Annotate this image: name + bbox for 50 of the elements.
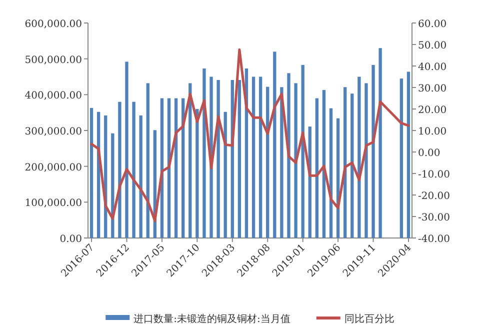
bar	[364, 83, 368, 238]
bar	[400, 78, 404, 238]
y2-tick-label: 30.00	[418, 84, 447, 94]
bar	[378, 48, 382, 238]
bar	[224, 112, 227, 238]
bar	[280, 87, 284, 238]
legend-label: 进口数量:未锻造的铜及铜材:当月值	[134, 313, 290, 325]
bar	[358, 76, 361, 238]
bar	[315, 98, 318, 238]
bar	[125, 62, 128, 238]
line-series	[90, 48, 410, 222]
bar	[294, 83, 298, 238]
bar	[202, 68, 206, 238]
y2-tick-label: -20.00	[418, 191, 450, 202]
bar	[350, 94, 354, 238]
bar	[301, 64, 304, 238]
bar	[90, 108, 94, 238]
bar	[132, 102, 136, 238]
y2-tick-label: 60.00	[418, 19, 447, 30]
y2-tick-label: 50.00	[418, 40, 447, 52]
y2-tick-label: -30.00	[418, 212, 450, 224]
bar	[322, 90, 326, 238]
y2-tick-label: 40.00	[418, 62, 447, 73]
bar	[182, 98, 185, 238]
bar	[238, 80, 242, 238]
bar	[266, 86, 270, 238]
y-tick-label: 100,000.00	[24, 198, 82, 210]
y-tick-label: 600,000.00	[24, 19, 82, 30]
bar	[146, 83, 150, 238]
bar	[118, 102, 122, 238]
y-tick-label: 0.00	[60, 234, 82, 245]
y2-tick-label: -10.00	[418, 170, 450, 180]
bar	[196, 109, 199, 238]
y2-tick-label: 20.00	[418, 105, 447, 116]
bar	[406, 72, 410, 238]
y-tick-label: 400,000.00	[24, 90, 82, 102]
bar	[287, 73, 290, 238]
bar	[273, 52, 276, 238]
y2-tick-label: 0.00	[418, 148, 440, 159]
y-tick-label: 200,000.00	[24, 162, 82, 174]
bar	[139, 115, 142, 238]
y-tick-label: 300,000.00	[24, 126, 82, 138]
bar	[372, 64, 375, 238]
legend-label: 同比百分比	[344, 313, 394, 325]
bar	[216, 80, 220, 238]
y2-tick-label: -40.00	[418, 234, 450, 245]
bar	[252, 76, 256, 238]
bar	[258, 76, 262, 238]
y-tick-label: 500,000.00	[24, 54, 82, 66]
y2-tick-label: 10.00	[418, 126, 447, 138]
